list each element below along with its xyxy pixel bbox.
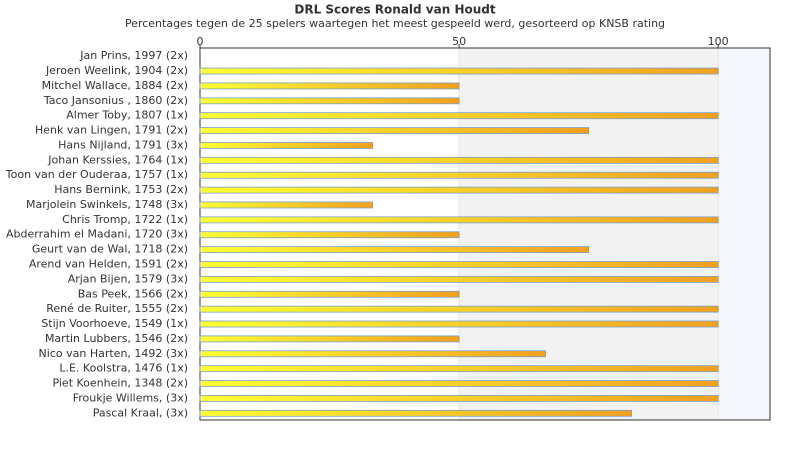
y-tick-label: Mitchel Wallace, 1884 (2x) <box>42 79 188 92</box>
y-tick-label: Martin Lubbers, 1546 (2x) <box>45 332 188 345</box>
y-tick-label: Chris Tromp, 1722 (1x) <box>62 213 188 226</box>
y-tick-label: Taco Jansonius , 1860 (2x) <box>43 94 188 107</box>
bar <box>199 112 719 120</box>
y-tick-label: Nico van Harten, 1492 (3x) <box>39 347 188 360</box>
x-tick-label: 0 <box>197 35 204 48</box>
y-tick-label: Abderrahim el Madani, 1720 (3x) <box>6 228 188 241</box>
y-tick-label: Jeroen Weelink, 1904 (2x) <box>45 64 188 77</box>
bar <box>199 365 719 373</box>
y-tick-label: Piet Koenhein, 1348 (2x) <box>52 377 188 390</box>
y-tick-label: Arjan Bijen, 1579 (3x) <box>68 272 188 285</box>
chart-subtitle: Percentages tegen de 25 spelers waartege… <box>125 17 665 30</box>
y-tick-label: L.E. Koolstra, 1476 (1x) <box>59 362 188 375</box>
y-tick-label: Geurt van de Wal, 1718 (2x) <box>32 243 188 256</box>
plot-band <box>459 48 719 420</box>
bar <box>199 275 719 283</box>
y-tick-label: Jan Prins, 1997 (2x) <box>79 49 188 62</box>
bar <box>199 127 590 134</box>
y-tick-label: Hans Nijland, 1791 (3x) <box>58 138 188 151</box>
bar <box>199 97 460 105</box>
y-tick-label: Almer Toby, 1807 (1x) <box>66 109 188 122</box>
y-tick-label: Bas Peek, 1566 (2x) <box>78 287 188 300</box>
bar <box>199 246 590 254</box>
y-tick-label: Johan Kerssies, 1764 (1x) <box>47 153 188 166</box>
bar <box>199 320 719 328</box>
bar <box>199 171 719 179</box>
x-tick-label: 50 <box>452 35 466 48</box>
bar <box>199 142 373 149</box>
bar <box>199 395 719 402</box>
bar <box>199 186 719 194</box>
bar <box>199 409 633 417</box>
bar <box>199 216 719 224</box>
y-tick-label: Marjolein Swinkels, 1748 (3x) <box>26 198 188 211</box>
x-tick-label: 100 <box>708 35 729 48</box>
bar <box>199 67 719 75</box>
bar <box>199 231 460 239</box>
bar <box>199 290 460 298</box>
chart-title: DRL Scores Ronald van Houdt <box>294 3 495 17</box>
bar <box>199 156 719 164</box>
y-tick-label: Henk van Lingen, 1791 (2x) <box>35 124 188 137</box>
plot-band <box>718 48 770 420</box>
y-tick-label: Arend van Helden, 1591 (2x) <box>29 258 188 271</box>
bar <box>199 380 719 387</box>
y-tick-label: Stijn Voorhoeve, 1549 (1x) <box>41 317 188 330</box>
y-tick-label: Pascal Kraal, (3x) <box>93 406 188 419</box>
bar <box>199 261 719 268</box>
bar <box>199 82 460 90</box>
bar <box>199 335 460 343</box>
bar <box>199 350 547 358</box>
y-tick-label: Toon van der Ouderaa, 1757 (1x) <box>5 168 188 181</box>
y-tick-label: Froukje Willems, (3x) <box>73 391 188 404</box>
bar <box>199 201 373 209</box>
y-tick-label: Hans Bernink, 1753 (2x) <box>54 183 188 196</box>
bar <box>199 305 719 313</box>
y-tick-label: René de Ruiter, 1555 (2x) <box>46 302 188 315</box>
